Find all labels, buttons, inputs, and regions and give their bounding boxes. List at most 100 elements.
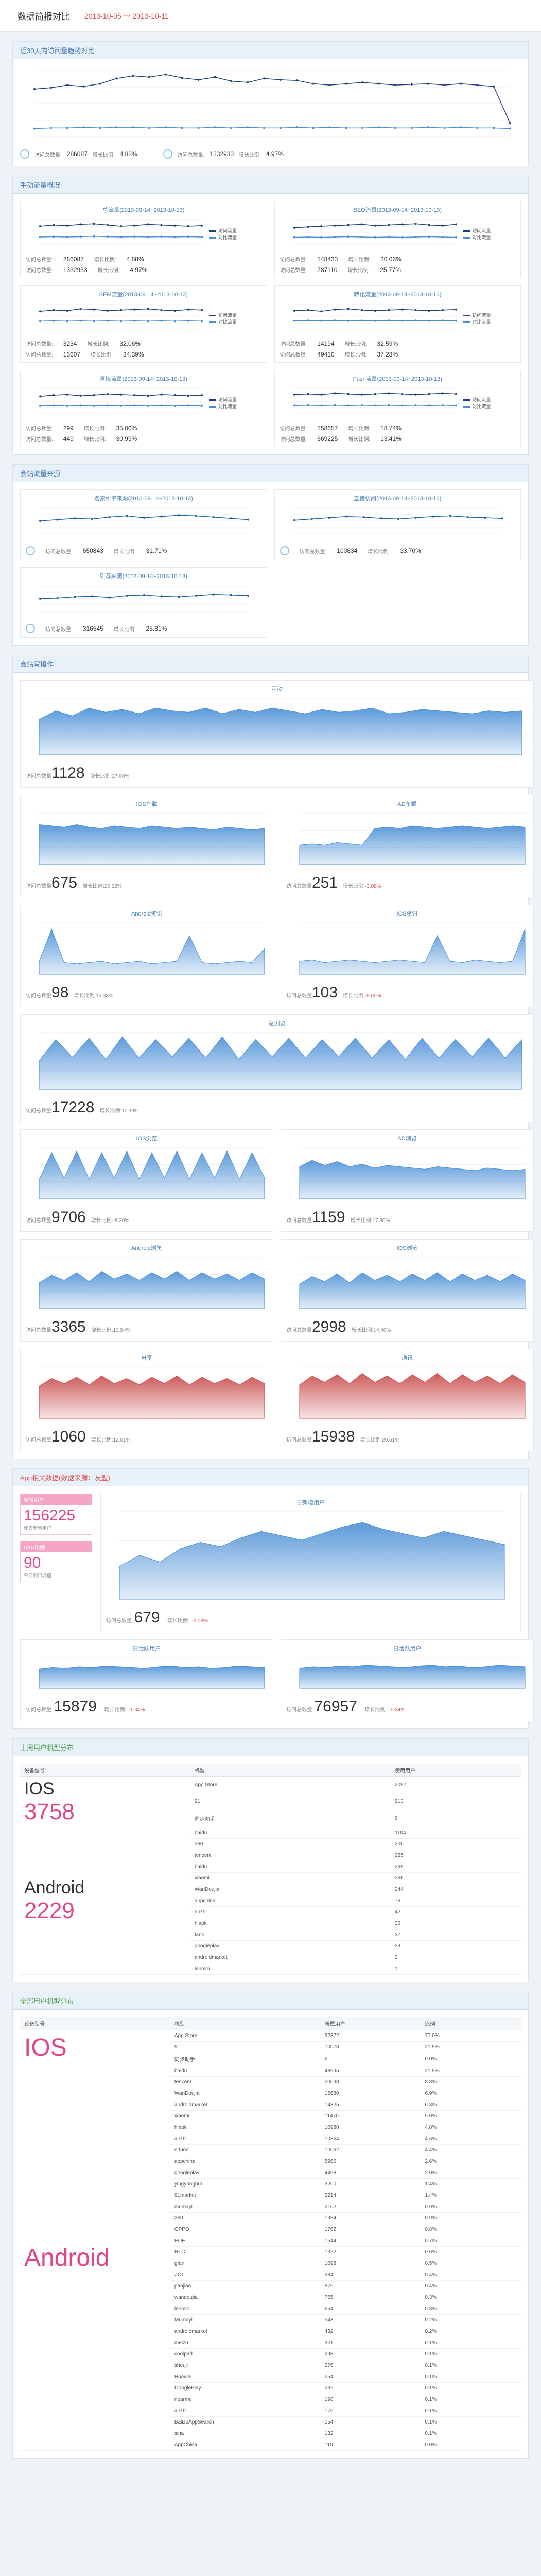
table-row: coolpad 298 0.1% <box>20 2348 521 2360</box>
data-point <box>441 236 444 238</box>
area-fill <box>39 824 265 865</box>
dau-kpi: DAU比例 90 今日的日均值 <box>20 1541 92 1582</box>
stat-label: 访问总数量: <box>26 342 53 347</box>
stat-label: 访问总数量: <box>26 437 53 443</box>
channel-cell: anzhi <box>190 1906 391 1918</box>
data-point <box>360 309 363 311</box>
ring-icon <box>163 149 172 159</box>
ratio-cell: 4.4% <box>421 2144 521 2156</box>
ratio-label: 增长比例: <box>92 152 115 158</box>
table-row: WanDoujia 15680 6.9% <box>20 2088 521 2099</box>
data-point <box>230 80 233 82</box>
traffic-card-stats: 访问总数量: 49410 增长比例: 37.28% <box>280 350 516 359</box>
legend-swatch <box>463 230 470 232</box>
stat-value: 1332933 <box>63 266 88 274</box>
data-point <box>39 225 41 227</box>
channel-cell: AppChina <box>170 2439 321 2451</box>
stat-ratio: 30.99% <box>116 435 137 443</box>
stat-label: 访问总数量: <box>280 268 307 274</box>
traffic-card: SEO流量(2013-09-14~2013-10-13) 访问流量 对比流量 访问总数… <box>274 201 521 278</box>
total-label: 访问总数量 <box>286 884 312 889</box>
table-row: mumayi 2102 0.9% <box>20 2201 521 2213</box>
data-point <box>378 126 380 129</box>
data-point <box>181 77 183 79</box>
users-cell: 6 <box>320 2053 421 2065</box>
legend-swatch <box>209 321 216 324</box>
ratio-cell: 0.1% <box>421 2348 521 2360</box>
stat-label: 访问总数量: <box>280 437 307 443</box>
channel-cell: App Store <box>170 2030 321 2042</box>
write-op-area-chart <box>299 1257 526 1309</box>
dau-kpi-sub: 今日的日均值 <box>24 1573 52 1578</box>
channel-cell: androidmarket <box>170 2326 321 2337</box>
channel-cell: shouji <box>170 2360 321 2371</box>
data-point <box>247 595 249 597</box>
ratio-cell: 0.1% <box>421 2360 521 2371</box>
data-point <box>247 126 249 129</box>
data-point <box>106 235 109 238</box>
stat-label: 访问总数量: <box>280 257 307 263</box>
data-point <box>378 82 380 85</box>
data-point <box>53 224 55 226</box>
write-op-ratio: 13.33% <box>96 993 114 999</box>
users-cell: 2097 <box>391 1776 521 1793</box>
ratio-cell: 4.6% <box>421 2133 521 2145</box>
ratio-cell: 0.5% <box>421 2258 521 2269</box>
total-label: 访问总数量 <box>26 993 51 999</box>
data-point <box>173 320 176 323</box>
daily-active-right-title: 日活跃用户 <box>393 1646 422 1652</box>
ratio-label: 增长比例: <box>97 268 120 274</box>
channel-cell: xiaomi <box>170 2110 321 2122</box>
data-point <box>443 127 446 129</box>
channel-cell: hiapk <box>190 1918 391 1929</box>
data-point <box>334 308 336 311</box>
table-row: appchina 76 <box>20 1895 521 1907</box>
table-row: androidmarket 2 <box>20 1952 521 1963</box>
data-point <box>347 319 350 322</box>
table-row: GooglePlay 232 0.1% <box>20 2382 521 2394</box>
write-op-ratio: 20.22% <box>104 884 122 889</box>
users-cell: 913 <box>391 1793 521 1810</box>
users-cell: 36 <box>391 1918 521 1929</box>
data-point <box>66 320 68 323</box>
data-point <box>33 127 36 130</box>
data-point <box>187 404 189 407</box>
data-point <box>164 73 167 76</box>
users-cell: 10364 <box>320 2133 421 2145</box>
channel-cell: xiaomi <box>190 1872 391 1884</box>
source-card: 引荐来源(2013-09-14~2013-10-13) 访问总数量: 316545 增… <box>20 567 267 638</box>
data-point <box>320 393 322 396</box>
data-point <box>212 516 215 518</box>
total-label: 访问总数量 <box>26 1437 51 1443</box>
stat-ratio: 34.39% <box>123 350 144 358</box>
data-point <box>133 404 136 407</box>
data-point <box>455 319 457 322</box>
data-point <box>293 519 295 521</box>
legend-label: 对比流量 <box>472 319 491 325</box>
data-point <box>230 517 232 520</box>
legend: 访问流量 对比流量 <box>463 312 491 325</box>
channel-cell: 360 <box>190 1838 391 1850</box>
table-row: xiaomi 11470 5.0% <box>20 2110 521 2122</box>
stat-label: 访问总数量: <box>26 352 53 358</box>
data-point <box>279 78 282 81</box>
data-point <box>293 236 295 239</box>
data-point <box>320 225 322 227</box>
traffic-card-title: 总流量(2013-09-14~2013-10-13) <box>102 207 185 213</box>
traffic-card-stats: 访问总数量: 3234 增长比例: 32.06% <box>26 340 261 348</box>
data-point <box>133 319 136 322</box>
data-point <box>33 88 36 90</box>
stat-label: 访问总数量: <box>34 152 62 158</box>
channel-cell: WanDoujia <box>190 1884 391 1895</box>
source-card-stats: 访问总数量: 316545 增长比例: 25.81% <box>26 624 261 633</box>
table-row: tencent 20098 8.8% <box>20 2076 521 2088</box>
write-op-value: 17228 <box>51 1099 95 1116</box>
os-cell: Android <box>20 2065 170 2451</box>
legend-label: 对比流量 <box>218 404 237 409</box>
traffic-card-stats: 访问总数量: 449 增长比例: 30.99% <box>26 435 261 443</box>
stat-value: 299 <box>63 424 74 432</box>
write-op-value: 1128 <box>51 765 85 782</box>
write-op-ratio: -3.08% <box>364 884 381 889</box>
dau-kpi-value: 90 <box>24 1554 41 1571</box>
date-range[interactable]: 2013-10-05 ～ 2013-10-11 <box>84 11 169 20</box>
